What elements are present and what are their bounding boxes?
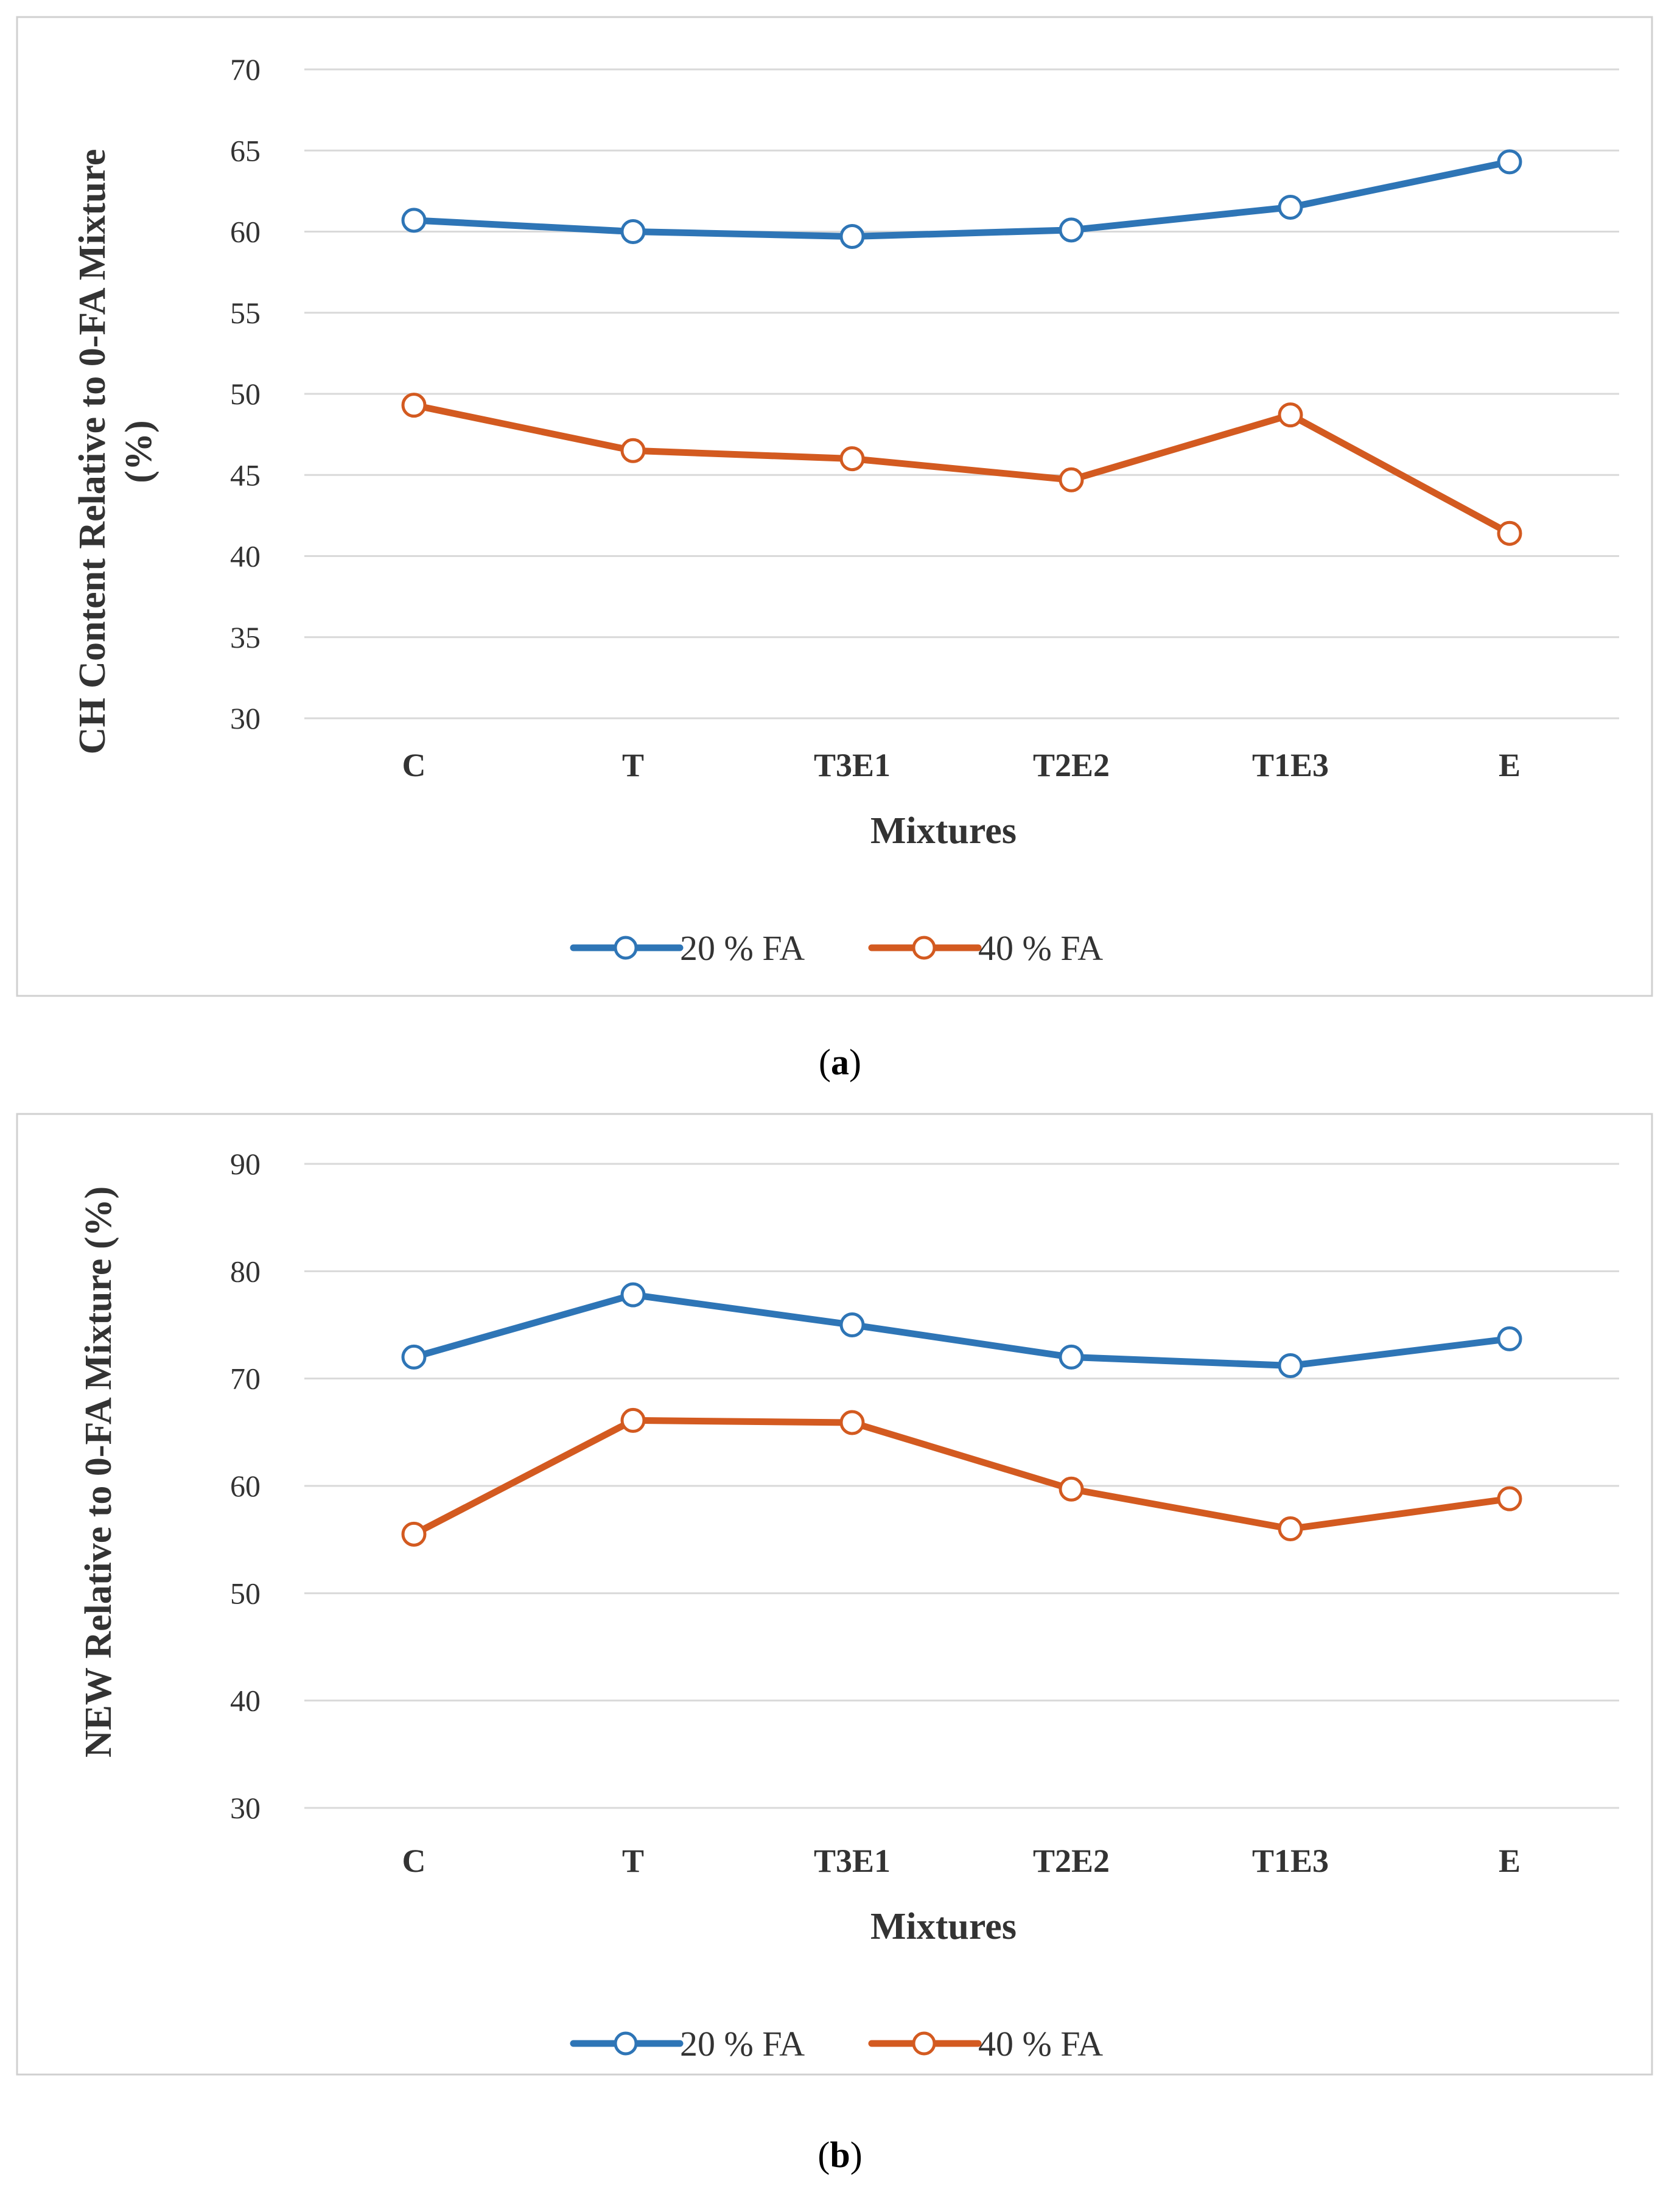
x-tick-label: E [1499,747,1521,783]
y-tick-label: 65 [230,133,261,167]
data-point [401,1344,427,1370]
x-tick-label: C [402,747,426,783]
y-tick-label: 90 [230,1147,261,1181]
data-point [1278,402,1303,428]
x-tick-label: T3E1 [814,1843,891,1879]
series-line [410,1416,1513,1538]
data-point [839,446,865,472]
chart-panel-a: 30 35 40 45 50 55 60 65 70 C T T3E1 T2E2 T1E3 E Mixture… [16,16,1653,997]
x-tick-label: E [1499,1843,1521,1879]
x-tick-label: T [622,1843,644,1879]
data-point [1497,520,1522,546]
series-line [410,158,1513,240]
data-point [1497,149,1522,175]
data-point [620,1282,646,1308]
legend-marker [614,936,638,960]
series-line [410,402,1513,537]
y-tick-label: 55 [230,296,261,330]
chart-panel-b: 30 40 50 60 70 80 90 C T T3E1 T2E2 T1E3 E Mixtures NEW… [16,1113,1653,2076]
series-first [401,149,1522,249]
data-point [839,1312,865,1337]
data-point [839,1410,865,1435]
chart-frame [16,1113,1653,2076]
series-second [401,1407,1522,1547]
series-first [401,1282,1522,1379]
y-tick-label: 40 [230,1684,261,1718]
data-point [620,219,646,244]
legend: 20 % FA 40 % FA [570,928,1103,968]
panel-caption: (b) [817,2135,862,2175]
y-tick-label: 45 [230,458,261,492]
legend-label: 40 % FA [978,2024,1103,2064]
legend-label: 20 % FA [680,928,805,968]
x-tick-label: T2E2 [1033,747,1110,783]
y-axis-title: CH Content Relative to 0-FA Mixture (%) [72,149,159,755]
y-tick-label: 50 [230,377,261,411]
chart-frame [16,16,1653,997]
legend-marker [912,936,936,960]
x-tick-label: T2E2 [1033,1843,1110,1879]
y-tick-label: 60 [230,1469,261,1503]
data-point [1059,217,1084,243]
y-axis-title-line: (%) [118,420,159,483]
data-point [401,208,427,233]
y-tick-label: 60 [230,215,261,249]
series-line [410,1291,1513,1370]
legend-label: 20 % FA [680,2024,805,2064]
y-tick-label: 70 [230,1362,261,1396]
y-tick-label: 70 [230,52,261,86]
panel-caption: (a) [819,1042,861,1082]
x-axis-title: Mixtures [870,1906,1017,1947]
data-point [1497,1326,1522,1351]
legend-label: 40 % FA [978,928,1103,968]
y-tick-label: 80 [230,1254,261,1288]
legend: 20 % FA 40 % FA [570,2024,1103,2064]
y-tick-label: 30 [230,1791,261,1825]
series-second [401,393,1522,546]
data-point [1278,1516,1303,1542]
y-tick-label: 30 [230,701,261,735]
x-tick-label: T1E3 [1252,1843,1329,1879]
data-point [1278,1353,1303,1379]
data-point [1059,467,1084,492]
data-point [401,393,427,418]
panel-letter: a [831,1042,849,1082]
data-point [1059,1476,1084,1502]
data-point [620,438,646,463]
panel-letter: b [830,2135,850,2175]
legend-marker [614,2031,638,2056]
x-tick-label: T3E1 [814,747,891,783]
x-tick-label: T [622,747,644,783]
y-axis-title-line: CH Content Relative to 0-FA Mixture [72,149,113,755]
data-point [1059,1344,1084,1370]
data-point [401,1521,427,1547]
x-axis-title: Mixtures [870,810,1017,852]
data-point [839,223,865,249]
data-point [1497,1486,1522,1511]
data-point [620,1407,646,1433]
x-tick-label: T1E3 [1252,747,1329,783]
y-tick-label: 40 [230,539,261,573]
legend-marker [912,2031,936,2056]
data-point [1278,195,1303,220]
y-tick-label: 35 [230,620,261,654]
x-tick-label: C [402,1843,426,1879]
y-tick-label: 50 [230,1576,261,1610]
y-axis-title: NEW Relative to 0-FA Mixture (%) [78,1186,119,1757]
